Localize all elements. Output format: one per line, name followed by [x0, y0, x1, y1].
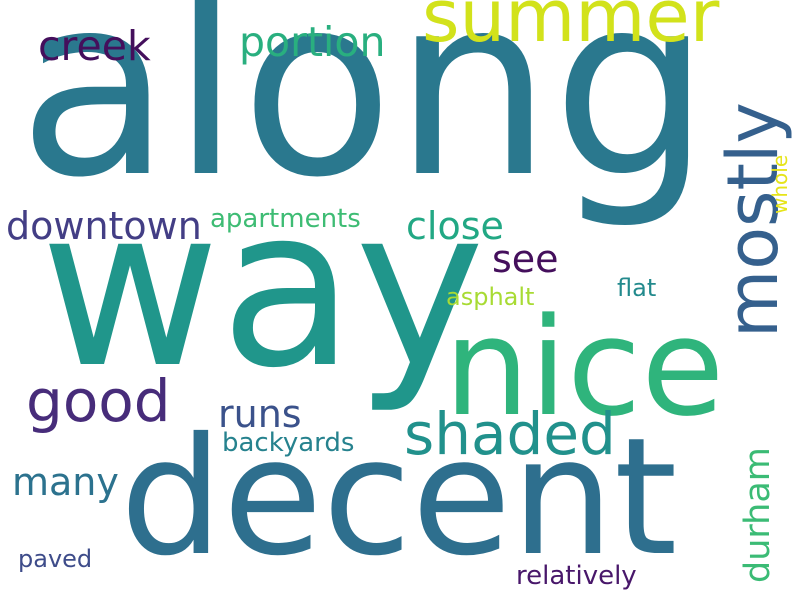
word-downtown: downtown	[6, 204, 202, 248]
word-summer: summer	[422, 0, 720, 58]
word-paved: paved	[18, 545, 93, 573]
word-asphalt: asphalt	[446, 283, 535, 311]
word-nice: nice	[444, 289, 725, 446]
word-see: see	[492, 237, 559, 281]
word-shaded: shaded	[404, 400, 616, 468]
word-way: way	[40, 160, 485, 416]
word-good: good	[26, 367, 171, 435]
word-flat: flat	[617, 274, 657, 302]
word-relatively: relatively	[516, 561, 637, 591]
word-decent: decent	[120, 404, 678, 592]
word-many: many	[12, 460, 119, 504]
word-mostly: mostly	[712, 102, 794, 338]
word-apartments: apartments	[210, 204, 361, 234]
word-along: along	[18, 0, 711, 232]
word-portion: portion	[239, 18, 386, 66]
word-backyards: backyards	[222, 428, 355, 458]
word-creek: creek	[38, 22, 151, 70]
word-close: close	[406, 204, 504, 248]
word-runs: runs	[218, 392, 302, 436]
word-durham: durham	[738, 447, 778, 583]
word-whole: whole	[768, 154, 792, 214]
